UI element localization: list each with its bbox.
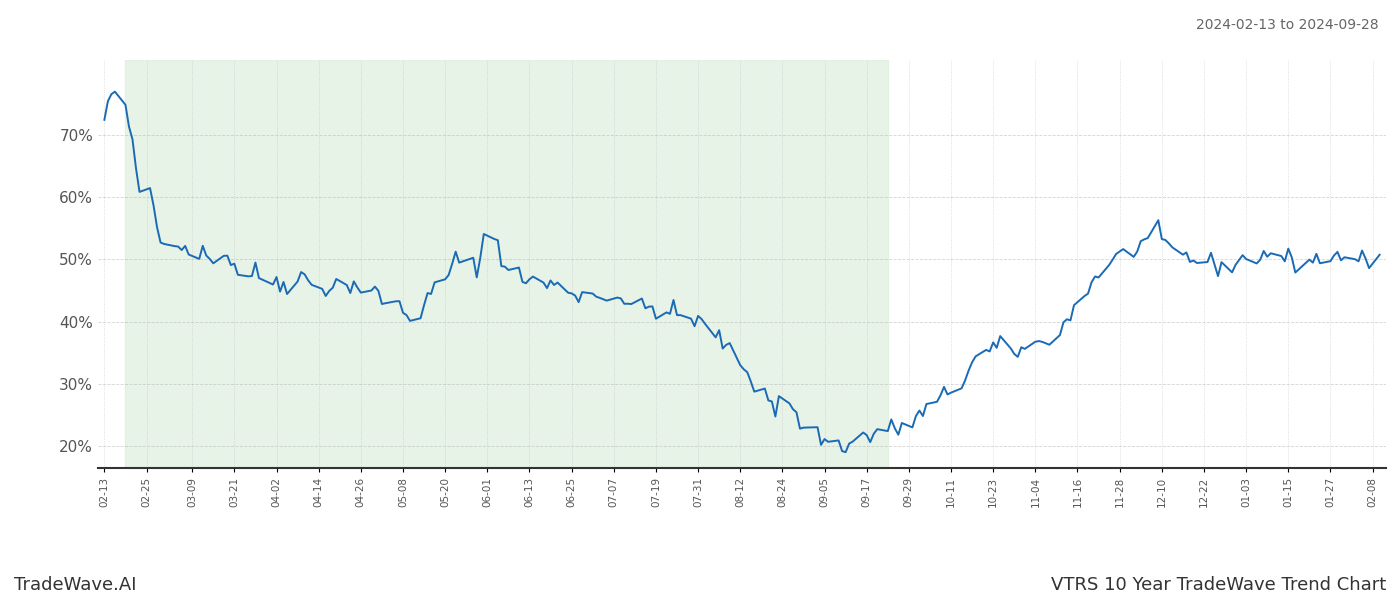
Text: VTRS 10 Year TradeWave Trend Chart: VTRS 10 Year TradeWave Trend Chart [1051, 576, 1386, 594]
Text: TradeWave.AI: TradeWave.AI [14, 576, 137, 594]
Bar [126, 60, 888, 468]
Text: 2024-02-13 to 2024-09-28: 2024-02-13 to 2024-09-28 [1197, 18, 1379, 32]
